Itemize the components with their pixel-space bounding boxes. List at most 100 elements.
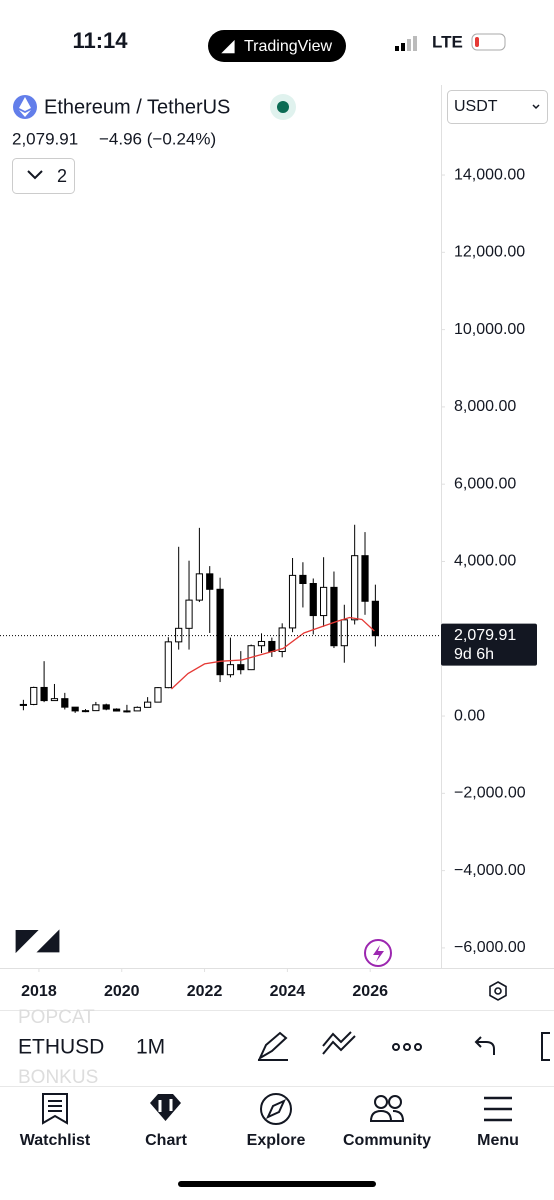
candle-body bbox=[133, 706, 141, 712]
select-arrow bbox=[532, 104, 540, 110]
y-tick-label: −4,000.00 bbox=[454, 862, 526, 879]
candle-body bbox=[330, 586, 338, 647]
symbol-title[interactable]: Ethereum / TetherUS bbox=[44, 96, 230, 118]
candle-body bbox=[351, 555, 359, 621]
app-name: TradingView bbox=[244, 38, 332, 55]
battery-level bbox=[475, 37, 479, 47]
tab-label[interactable]: Chart bbox=[145, 1132, 187, 1149]
price-tag-label: 2,079.91 bbox=[454, 627, 516, 644]
tv-logo: ◢ bbox=[221, 38, 235, 55]
watchlist-icon bbox=[42, 1093, 68, 1125]
candle-body bbox=[185, 599, 193, 629]
candle-body bbox=[81, 710, 90, 713]
interval[interactable]: 1M bbox=[136, 1036, 165, 1059]
price-tag bbox=[441, 623, 537, 666]
countdown: 9d 6h bbox=[454, 646, 494, 663]
candle-body bbox=[61, 698, 69, 708]
chevron bbox=[27, 170, 43, 180]
settings-icon[interactable] bbox=[489, 981, 507, 1001]
x-tick-label: 2018 bbox=[21, 983, 57, 1000]
candle-body bbox=[154, 687, 162, 703]
change: −4.96 (−0.24%) bbox=[99, 129, 216, 148]
candle-body bbox=[30, 686, 38, 705]
fullscreen[interactable] bbox=[541, 1032, 550, 1061]
chart-icon bbox=[150, 1094, 181, 1121]
settings-hole bbox=[494, 987, 502, 995]
app-pill bbox=[208, 30, 346, 62]
indicators-count: 2 bbox=[57, 166, 67, 186]
undo[interactable] bbox=[474, 1036, 495, 1055]
chart-icon-candles bbox=[158, 1099, 173, 1112]
candle-body bbox=[40, 686, 48, 702]
alert-bolt bbox=[373, 945, 384, 962]
y-tick-label: 12,000.00 bbox=[454, 244, 525, 261]
y-tick-label: −6,000.00 bbox=[454, 939, 526, 956]
moving-average bbox=[170, 616, 375, 690]
candle-body bbox=[361, 555, 369, 602]
indicator-tool[interactable] bbox=[322, 1031, 356, 1055]
candle-body bbox=[195, 573, 203, 601]
y-tick-label: 10,000.00 bbox=[454, 321, 525, 338]
status-dot bbox=[277, 101, 289, 113]
candle-body bbox=[19, 703, 28, 706]
candle-body bbox=[123, 710, 131, 713]
candle-body bbox=[216, 588, 224, 676]
alert-button[interactable] bbox=[364, 939, 392, 967]
y-tick-label: 14,000.00 bbox=[454, 166, 525, 183]
y-tick-label: 0.00 bbox=[454, 707, 485, 724]
candle-body bbox=[340, 619, 348, 647]
candle-body bbox=[299, 574, 307, 584]
candle-body bbox=[50, 698, 59, 702]
more-button[interactable] bbox=[392, 1043, 422, 1051]
community-icon bbox=[369, 1095, 405, 1122]
candle-body bbox=[164, 641, 172, 689]
explore-icon bbox=[260, 1093, 292, 1125]
signal bbox=[395, 36, 417, 51]
time: 11:14 bbox=[72, 28, 128, 53]
tab-label[interactable]: Community bbox=[343, 1132, 431, 1149]
candle-body bbox=[226, 664, 235, 676]
candle-body bbox=[175, 627, 183, 643]
candle-body bbox=[278, 627, 286, 653]
candle-body bbox=[92, 704, 100, 712]
x-tick-label: 2026 bbox=[352, 983, 388, 1000]
tab-label[interactable]: Explore bbox=[247, 1132, 306, 1149]
candle-body bbox=[102, 704, 110, 710]
explore-needle bbox=[265, 1098, 287, 1120]
y-tick-label: −2,000.00 bbox=[454, 785, 526, 802]
candle-body bbox=[112, 708, 121, 712]
candle-body bbox=[206, 573, 214, 590]
plot bbox=[0, 524, 441, 713]
y-tick-label: 8,000.00 bbox=[454, 398, 516, 415]
candle-body bbox=[144, 701, 152, 708]
candle-body bbox=[237, 664, 245, 671]
draw-tool[interactable] bbox=[257, 1031, 288, 1061]
candle-body bbox=[320, 586, 328, 617]
x-tick-label: 2022 bbox=[187, 983, 223, 1000]
candle-body bbox=[257, 640, 266, 647]
candle-body bbox=[268, 640, 276, 653]
x-tick-label: 2024 bbox=[270, 983, 306, 1000]
candle-body bbox=[71, 706, 79, 712]
home-indicator bbox=[178, 1181, 376, 1187]
indicators-toggle[interactable] bbox=[12, 158, 75, 194]
prev-symbol[interactable]: POPCAT bbox=[18, 1007, 95, 1028]
network: LTE bbox=[432, 32, 463, 51]
next-symbol[interactable]: BONKUS bbox=[18, 1067, 98, 1088]
x-tick-label: 2020 bbox=[104, 983, 140, 1000]
tab-label[interactable]: Menu bbox=[477, 1132, 519, 1149]
symbol[interactable]: ETHUSD bbox=[18, 1036, 104, 1059]
tv-watermark: ◤◢ bbox=[15, 923, 60, 954]
candle-body bbox=[288, 574, 297, 629]
battery bbox=[471, 33, 506, 51]
y-tick-label: 4,000.00 bbox=[454, 553, 516, 570]
tab-label[interactable]: Watchlist bbox=[20, 1132, 91, 1149]
currency-select[interactable] bbox=[447, 90, 548, 124]
menu-icon bbox=[484, 1096, 512, 1122]
eth-glyph bbox=[19, 97, 31, 117]
currency: USDT bbox=[454, 98, 498, 115]
y-tick-label: 6,000.00 bbox=[454, 475, 516, 492]
price: 2,079.91 bbox=[12, 129, 78, 148]
